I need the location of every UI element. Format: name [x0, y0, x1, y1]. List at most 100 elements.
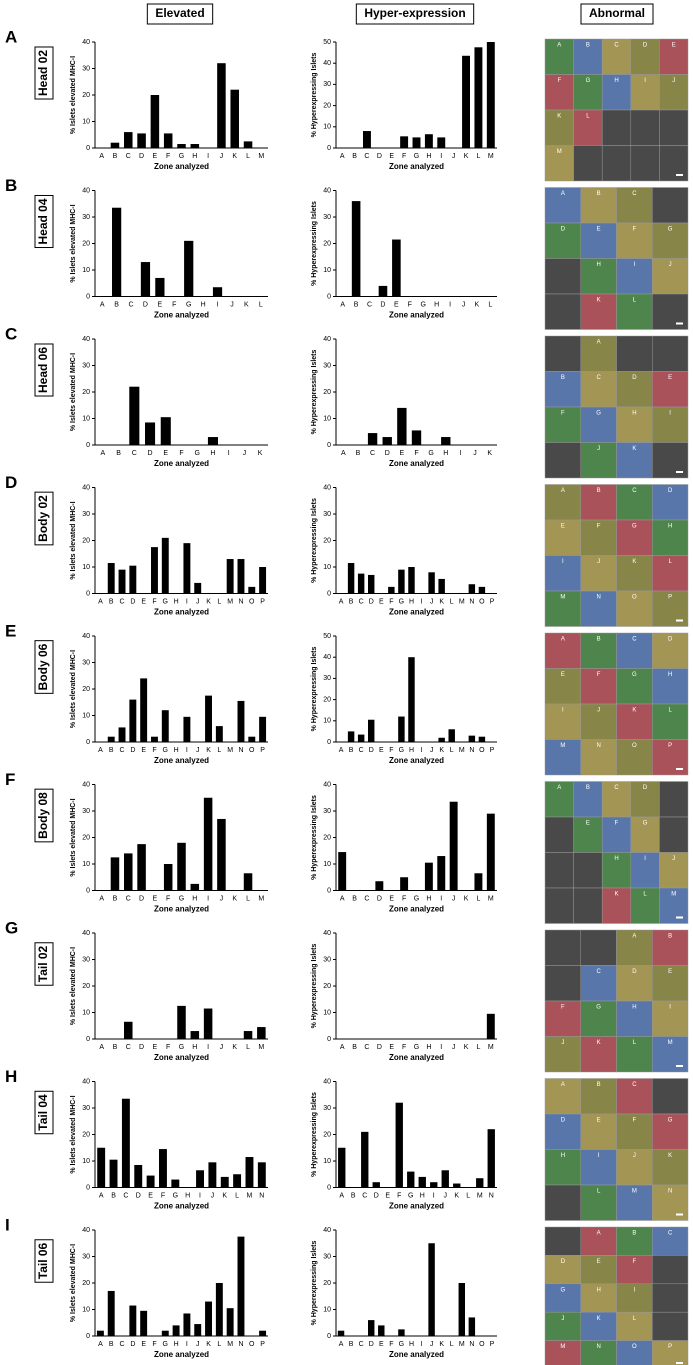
x-tick-label: D	[143, 301, 148, 308]
bar	[196, 1170, 204, 1188]
sample-name: Head 04	[36, 198, 50, 244]
zone-label: I	[644, 78, 646, 84]
bar	[129, 699, 137, 742]
bar	[172, 1325, 180, 1336]
column-header: Abnormal	[589, 6, 645, 20]
image-tile	[616, 335, 653, 372]
image-tile	[580, 590, 617, 627]
zone-label: N	[668, 1189, 672, 1195]
bar	[347, 563, 355, 594]
x-axis-label: Zone analyzed	[389, 1053, 444, 1062]
x-tick-label: O	[479, 598, 485, 605]
image-tile	[580, 1149, 617, 1186]
y-tick-label: 30	[82, 511, 90, 518]
bar	[171, 1179, 180, 1188]
y-tick-label: 20	[82, 686, 90, 693]
x-tick-label: F	[397, 1192, 401, 1199]
x-tick-label: G	[163, 598, 168, 605]
x-tick-label: G	[173, 1192, 178, 1199]
column-header: Hyper-expression	[364, 6, 465, 20]
bar	[110, 857, 120, 891]
header-box	[580, 3, 654, 25]
bar	[190, 1031, 200, 1039]
zone-label: A	[557, 43, 561, 49]
zone-label: I	[644, 856, 646, 862]
y-axis-label: % Hyperexpressing Islets	[311, 52, 318, 137]
scale-bar	[676, 916, 683, 919]
x-tick-label: K	[464, 1044, 469, 1051]
x-tick-label: F	[152, 747, 156, 754]
bar	[257, 1162, 266, 1188]
image-tile	[652, 1113, 689, 1150]
y-tick-label: 20	[323, 834, 331, 841]
image-tile	[659, 109, 689, 146]
zone-label: J	[561, 1040, 564, 1046]
scale-bar	[676, 768, 683, 770]
y-tick-label: 0	[327, 1036, 331, 1043]
x-tick-label: H	[443, 450, 448, 457]
x-tick-label: J	[220, 153, 224, 160]
x-tick-label: C	[359, 598, 364, 605]
zone-label: A	[561, 488, 565, 494]
image-tile	[544, 335, 581, 372]
bar	[237, 559, 245, 594]
x-tick-label: A	[339, 747, 344, 754]
zone-label: A	[597, 1231, 601, 1237]
y-tick-label: 40	[323, 930, 331, 937]
zone-label: H	[632, 411, 636, 417]
x-tick-label: K	[232, 1044, 237, 1051]
x-axis-label: Zone analyzed	[389, 905, 444, 914]
y-axis-label: % Islets elevated MHC-I	[70, 1095, 77, 1173]
bar	[248, 586, 256, 594]
x-tick-label: G	[179, 895, 184, 902]
x-tick-label: J	[430, 598, 434, 605]
bar	[190, 144, 200, 148]
x-tick-label: J	[452, 1044, 456, 1051]
sample-box	[34, 194, 54, 249]
x-tick-label: J	[196, 747, 200, 754]
x-tick-label: L	[217, 1341, 221, 1348]
zone-label: A	[557, 785, 561, 791]
x-tick-label: E	[163, 450, 168, 457]
x-tick-label: I	[440, 895, 442, 902]
bar	[220, 1176, 229, 1188]
image-tile	[573, 852, 603, 889]
zone-label: M	[557, 149, 562, 155]
panel-letter: G	[5, 918, 18, 937]
zone-label: L	[597, 1189, 601, 1195]
bar	[347, 731, 355, 742]
bar	[486, 813, 495, 891]
y-tick-label: 30	[323, 511, 331, 518]
bar	[124, 132, 133, 148]
y-tick-label: 0	[86, 1036, 90, 1043]
y-tick-label: 30	[323, 1253, 331, 1260]
y-axis-label: % Islets elevated MHC-I	[70, 56, 77, 134]
x-tick-label: A	[98, 1341, 103, 1348]
y-tick-label: 10	[323, 1009, 331, 1016]
bar	[245, 1157, 254, 1188]
x-tick-label: F	[166, 1044, 170, 1051]
bar	[151, 547, 158, 594]
y-tick-label: 0	[327, 739, 331, 746]
x-tick-label: D	[139, 1044, 144, 1051]
image-tile	[652, 484, 689, 521]
image-tile	[580, 371, 617, 408]
zone-label: P	[668, 595, 672, 601]
x-tick-label: E	[379, 598, 384, 605]
y-tick-label: 30	[323, 362, 331, 369]
x-tick-label: F	[389, 747, 393, 754]
x-tick-label: C	[359, 1341, 364, 1348]
image-tile	[652, 187, 689, 224]
x-tick-label: N	[238, 747, 243, 754]
y-tick-label: 40	[82, 633, 90, 640]
y-axis-label: % Hyperexpressing Islets	[311, 1092, 318, 1177]
x-tick-label: H	[426, 153, 431, 160]
bar	[203, 1008, 213, 1039]
x-tick-label: A	[99, 153, 104, 160]
zone-label: N	[596, 1344, 600, 1350]
bar	[161, 537, 169, 594]
zone-label: I	[562, 559, 564, 565]
bar	[121, 1098, 130, 1188]
x-tick-label: F	[161, 1192, 165, 1199]
x-tick-label: I	[459, 450, 461, 457]
